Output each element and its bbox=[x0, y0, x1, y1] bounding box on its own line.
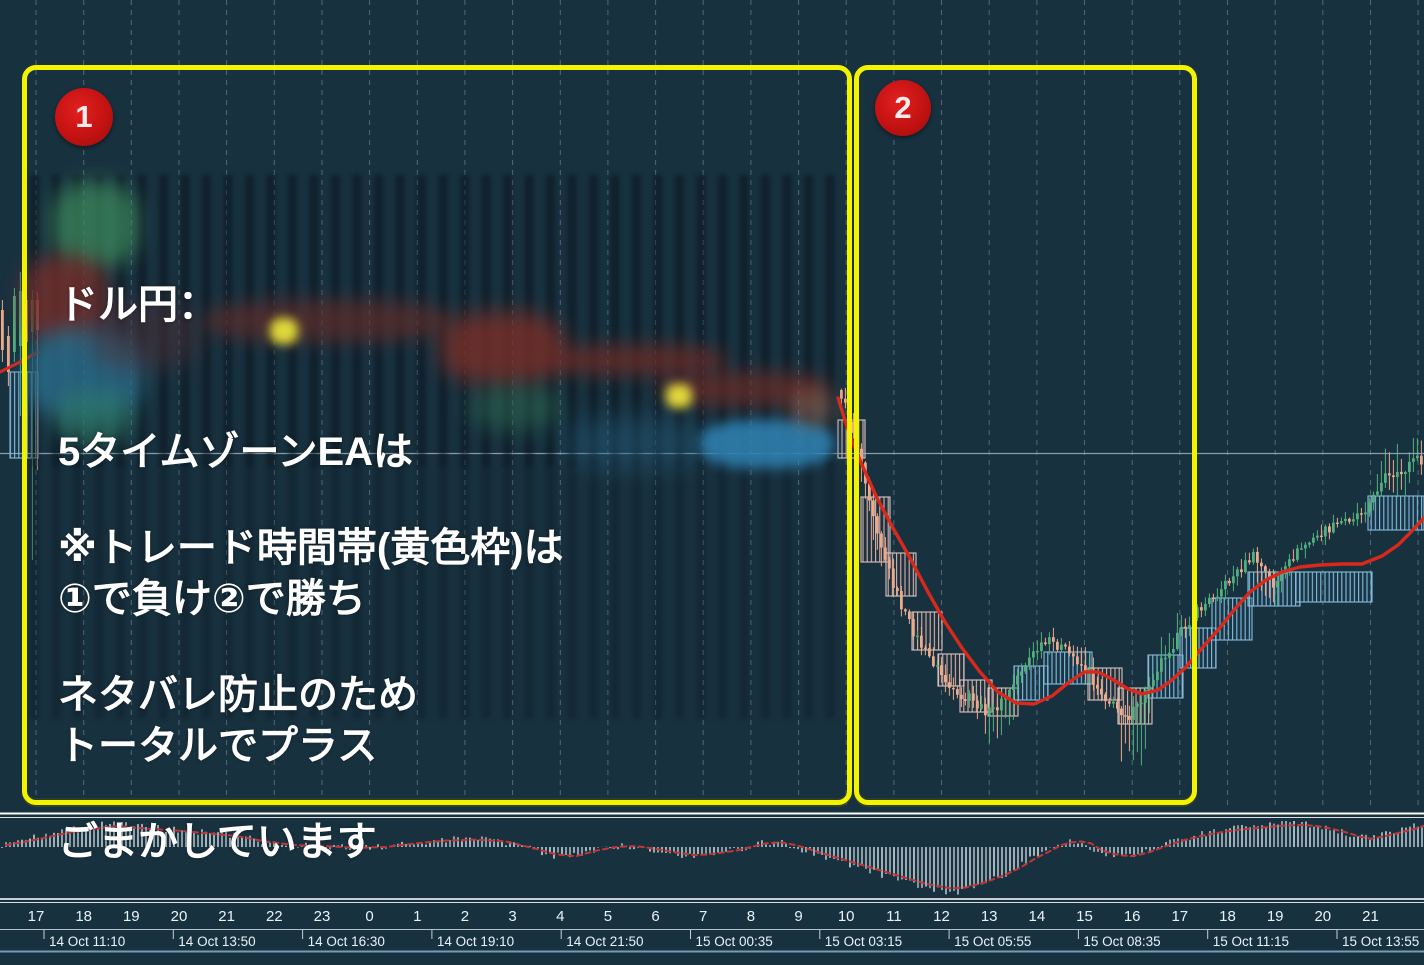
hour-label: 17 bbox=[1171, 908, 1188, 925]
hour-label: 12 bbox=[933, 908, 950, 925]
panel-separators bbox=[0, 812, 1424, 953]
hour-label: 10 bbox=[838, 908, 855, 925]
oscillator-indicator bbox=[1, 821, 1424, 895]
trade-zone-box-1 bbox=[22, 65, 852, 805]
date-label: 15 Oct 05:55 bbox=[954, 934, 1031, 949]
hour-label: 16 bbox=[1124, 908, 1141, 925]
hour-label: 19 bbox=[123, 908, 140, 925]
date-label: 15 Oct 03:15 bbox=[825, 934, 902, 949]
trade-zone-box-2 bbox=[854, 65, 1197, 805]
date-label: 14 Oct 11:10 bbox=[49, 934, 125, 949]
date-label: 15 Oct 13:55 bbox=[1342, 934, 1419, 949]
badge-1: 1 bbox=[55, 88, 113, 146]
hour-label: 18 bbox=[1219, 908, 1236, 925]
hour-label: 7 bbox=[699, 908, 707, 925]
badge-2-number: 2 bbox=[894, 90, 912, 125]
hour-label: 1 bbox=[413, 908, 421, 925]
hour-label: 21 bbox=[1362, 908, 1379, 925]
time-axis-labels: 17 18 19 20 21 22 23 0 1 2 3 4 5 6 7 8 9 10 11 12 13 14 15 16 17… bbox=[28, 908, 1420, 949]
hour-label: 19 bbox=[1267, 908, 1284, 925]
hour-label: 4 bbox=[556, 908, 564, 925]
hour-label: 5 bbox=[604, 908, 612, 925]
date-label: 15 Oct 11:15 bbox=[1213, 934, 1289, 949]
date-label: 14 Oct 19:10 bbox=[437, 934, 514, 949]
hour-label: 8 bbox=[747, 908, 755, 925]
hour-label: 9 bbox=[794, 908, 802, 925]
hour-label: 18 bbox=[75, 908, 92, 925]
annotation-text-block-1: ドル円： 5タイムゾーンEAは ①で負け②で勝ち トータルでプラス bbox=[58, 183, 413, 869]
hour-label: 20 bbox=[171, 908, 188, 925]
hour-label: 2 bbox=[461, 908, 469, 925]
annotation-text-block-2: ※トレード時間帯(黄色枠)は ネタバレ防止のため ごまかしています bbox=[58, 426, 564, 965]
note-line: トータルでプラス bbox=[58, 724, 378, 768]
date-label: 15 Oct 00:35 bbox=[696, 934, 773, 949]
date-label: 15 Oct 08:35 bbox=[1083, 934, 1160, 949]
date-label: 14 Oct 16:30 bbox=[308, 934, 385, 949]
hour-label: 22 bbox=[266, 908, 283, 925]
hour-label: 13 bbox=[981, 908, 998, 925]
hour-label: 15 bbox=[1076, 908, 1093, 925]
hour-label: 6 bbox=[651, 908, 659, 925]
badge-1-number: 1 bbox=[75, 99, 93, 134]
hour-label: 21 bbox=[218, 908, 235, 925]
note-line: ごまかしています bbox=[58, 820, 377, 864]
date-label: 14 Oct 21:50 bbox=[566, 934, 643, 949]
hour-label: 0 bbox=[365, 908, 373, 925]
note-line: ※トレード時間帯(黄色枠)は bbox=[58, 526, 564, 570]
hour-label: 3 bbox=[508, 908, 516, 925]
date-label: 14 Oct 13:50 bbox=[178, 934, 255, 949]
note-line: ネタバレ防止のため bbox=[58, 673, 418, 717]
badge-2: 2 bbox=[875, 80, 931, 136]
hour-label: 20 bbox=[1314, 908, 1331, 925]
note-line: ①で負け②で勝ち bbox=[58, 577, 366, 621]
note-line: ドル円： bbox=[58, 283, 218, 327]
hour-label: 23 bbox=[314, 908, 331, 925]
hour-label: 14 bbox=[1029, 908, 1046, 925]
hour-label: 11 bbox=[886, 908, 902, 925]
hour-label: 17 bbox=[28, 908, 45, 925]
